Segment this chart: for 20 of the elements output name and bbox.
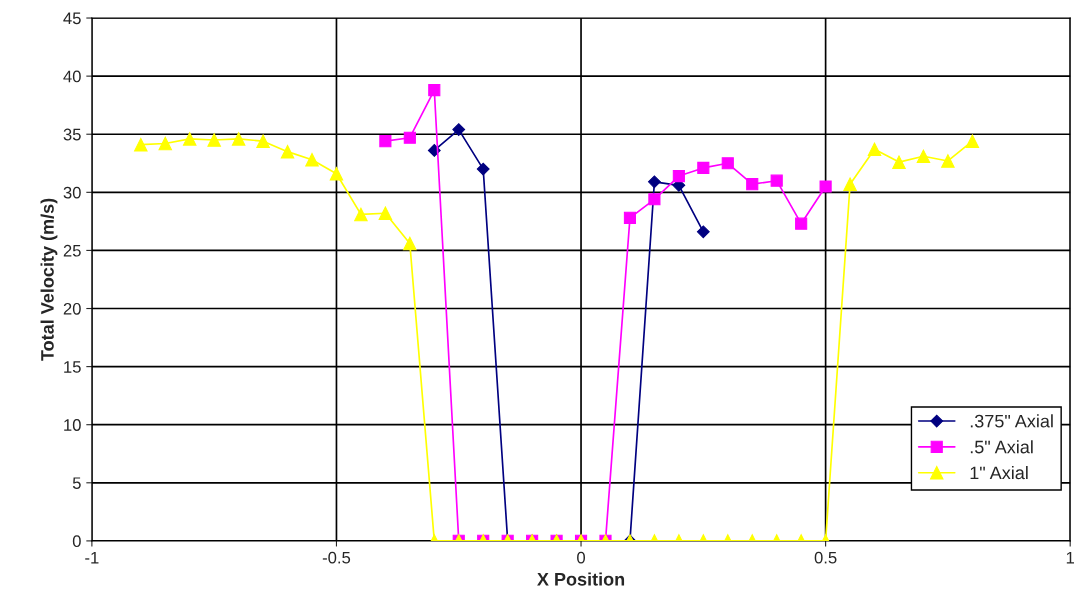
x-tick-label: -1 xyxy=(85,551,99,564)
x-tick-label: -0.5 xyxy=(322,551,351,564)
x-axis-title: X Position xyxy=(537,572,625,586)
y-tick-label: 20 xyxy=(63,302,81,315)
y-tick-label: 0 xyxy=(72,535,81,548)
y-tick-label: 25 xyxy=(63,244,81,257)
y-axis-title: Total Velocity (m/s) xyxy=(40,198,58,361)
y-tick-label: 30 xyxy=(63,186,81,199)
y-tick-label: 10 xyxy=(64,419,81,431)
legend-label: .375" Axial xyxy=(970,414,1053,428)
legend-label: 1" Axial xyxy=(970,465,1028,480)
x-tick-label: 0 xyxy=(577,551,586,564)
legend-label: .5" Axial xyxy=(970,440,1033,454)
y-tick-label: 35 xyxy=(63,128,81,141)
x-tick-label: 0.5 xyxy=(814,551,837,564)
y-tick-label: 45 xyxy=(63,12,81,25)
y-tick-label: 5 xyxy=(72,477,81,490)
x-tick-label: 1 xyxy=(1066,551,1075,564)
y-tick-label: 40 xyxy=(63,70,81,83)
y-tick-label: 15 xyxy=(64,361,81,373)
